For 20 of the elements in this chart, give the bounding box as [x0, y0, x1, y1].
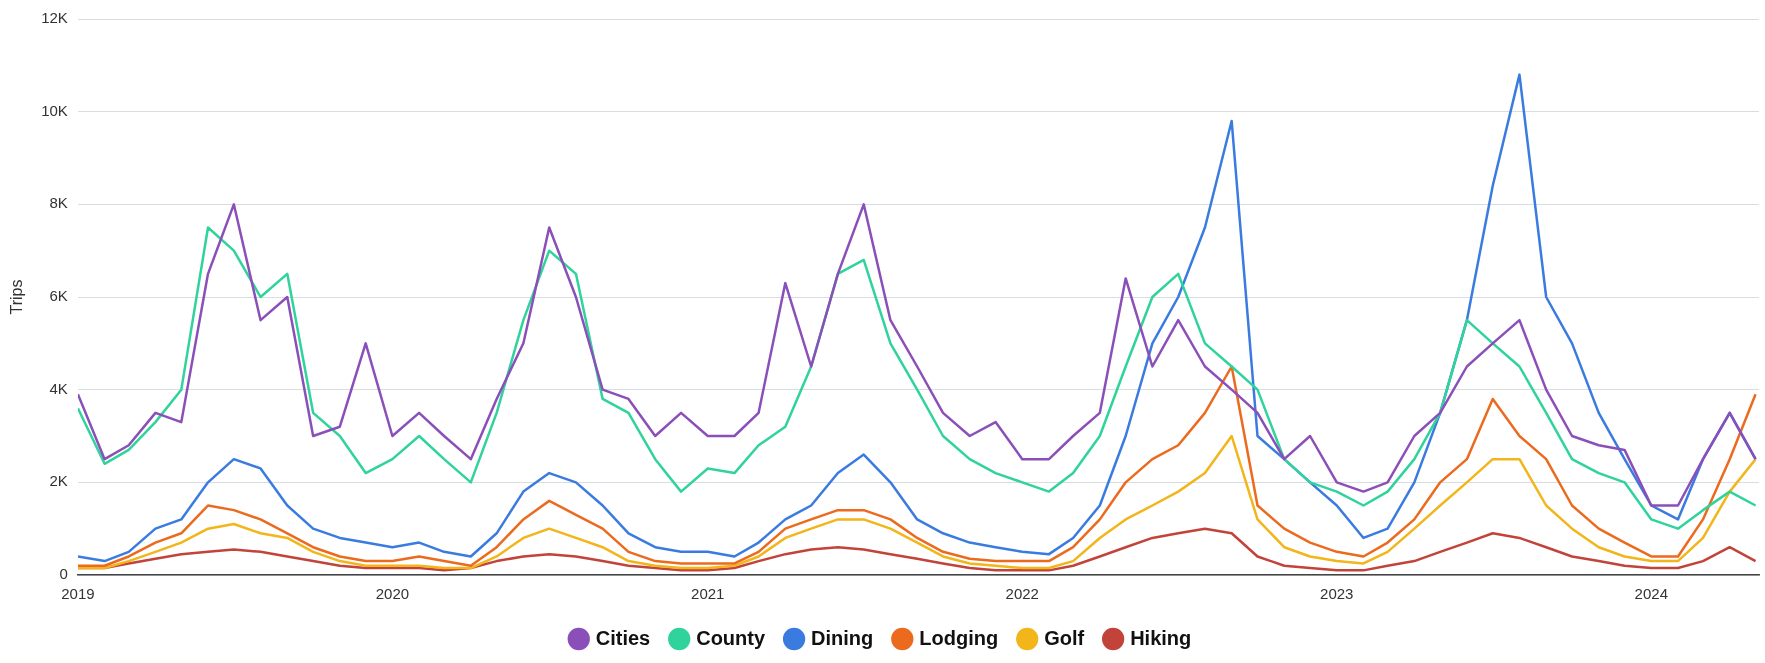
legend-label: Lodging	[919, 626, 999, 649]
legend-label: Cities	[595, 626, 651, 649]
y-tick-label: 12K	[41, 9, 68, 27]
x-tick-label: 2020	[375, 585, 410, 603]
x-tick-label: 2019	[61, 585, 95, 603]
x-tick-label: 2023	[1320, 585, 1354, 603]
x-tick-label: 2022	[1005, 585, 1039, 603]
legend-label: Dining	[811, 626, 874, 649]
legend-label: Golf	[1044, 626, 1085, 649]
legend-label: Hiking	[1130, 626, 1192, 649]
y-tick-label: 6K	[49, 287, 68, 305]
y-axis-title: Trips	[8, 279, 26, 315]
y-tick-label: 4K	[49, 379, 68, 397]
x-tick-label: 2021	[691, 585, 725, 603]
x-tick-label: 2024	[1634, 585, 1668, 603]
y-tick-label: 8K	[49, 194, 68, 212]
y-tick-label: 2K	[49, 472, 68, 490]
legend-label: County	[696, 626, 766, 649]
y-tick-label: 0	[59, 565, 68, 583]
y-tick-label: 10K	[41, 101, 68, 119]
